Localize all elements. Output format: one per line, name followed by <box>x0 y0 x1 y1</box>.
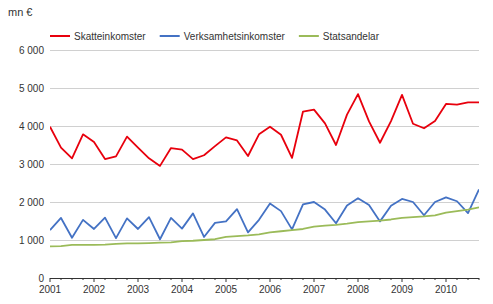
y-tick-label: 2 000 <box>19 197 44 208</box>
x-minor-tick <box>127 278 128 280</box>
x-tick <box>358 278 359 282</box>
x-tick <box>94 278 95 282</box>
x-minor-tick <box>72 278 73 280</box>
series-line <box>50 207 479 246</box>
x-tick-label: 2006 <box>259 284 282 295</box>
x-minor-tick <box>237 278 238 280</box>
grid-line <box>50 240 479 241</box>
x-minor-tick <box>424 278 425 280</box>
x-axis-line <box>50 278 479 279</box>
x-tick-label: 2007 <box>303 284 326 295</box>
x-tick-label: 2001 <box>39 284 62 295</box>
x-axis: 2001 2002 2003 2004 2005 2006 2007 2008 2009 2010 <box>39 278 479 295</box>
x-tick-label: 2010 <box>435 284 458 295</box>
grid-line <box>50 50 479 51</box>
legend-label: Verksamhetsinkomster <box>184 31 286 42</box>
x-tick <box>314 278 315 282</box>
x-minor-tick <box>281 278 282 280</box>
x-minor-tick <box>61 278 62 280</box>
x-tick-label: 2004 <box>171 284 194 295</box>
x-minor-tick <box>259 278 260 280</box>
y-tick-label: 1 000 <box>19 235 44 246</box>
grid-line <box>50 88 479 89</box>
x-tick-label: 2003 <box>127 284 150 295</box>
x-minor-tick <box>83 278 84 280</box>
legend-item: Statsandelar <box>299 31 380 42</box>
legend-swatch <box>50 35 70 37</box>
x-minor-tick <box>171 278 172 280</box>
legend-swatch <box>160 35 180 37</box>
x-minor-tick <box>413 278 414 280</box>
x-minor-tick <box>325 278 326 280</box>
grid-line <box>50 126 479 127</box>
grid-line <box>50 164 479 165</box>
legend-label: Skatteinkomster <box>74 31 146 42</box>
x-tick <box>138 278 139 282</box>
x-minor-tick <box>215 278 216 280</box>
x-tick-label: 2008 <box>347 284 370 295</box>
legend-label: Statsandelar <box>323 31 380 42</box>
x-minor-tick <box>468 278 469 280</box>
x-minor-tick <box>380 278 381 280</box>
y-tick-label: 0 <box>38 273 44 284</box>
x-minor-tick <box>303 278 304 280</box>
y-tick-label: 4 000 <box>19 121 44 132</box>
x-minor-tick <box>347 278 348 280</box>
x-tick-label: 2009 <box>391 284 414 295</box>
grid <box>50 50 479 278</box>
x-minor-tick <box>435 278 436 280</box>
grid-line <box>50 202 479 203</box>
legend-item: Verksamhetsinkomster <box>160 31 286 42</box>
x-tick <box>226 278 227 282</box>
legend-swatch <box>299 35 319 37</box>
x-minor-tick <box>160 278 161 280</box>
x-tick <box>50 278 51 282</box>
x-tick-label: 2005 <box>215 284 238 295</box>
x-minor-tick <box>336 278 337 280</box>
x-tick <box>182 278 183 282</box>
y-tick-label: 6 000 <box>19 45 44 56</box>
x-minor-tick <box>116 278 117 280</box>
y-axis-label: mn € <box>8 6 32 18</box>
x-tick <box>270 278 271 282</box>
y-tick-label: 3 000 <box>19 159 44 170</box>
grid-line <box>50 278 479 279</box>
x-tick <box>402 278 403 282</box>
x-minor-tick <box>292 278 293 280</box>
x-tick-label: 2002 <box>83 284 106 295</box>
chart: 01 0002 0003 0004 0005 0006 000200120022… <box>0 0 493 304</box>
x-minor-tick <box>369 278 370 280</box>
x-minor-tick <box>204 278 205 280</box>
y-axis: 0 1 000 2 000 3 000 4 000 5 000 6 000 <box>19 45 44 284</box>
lines <box>50 94 479 246</box>
y-tick-label: 5 000 <box>19 83 44 94</box>
x-minor-tick <box>193 278 194 280</box>
series-line <box>50 94 479 166</box>
x-minor-tick <box>457 278 458 280</box>
x-tick <box>446 278 447 282</box>
x-minor-tick <box>391 278 392 280</box>
legend: Skatteinkomster Verksamhetsinkomster Stats… <box>50 31 380 42</box>
series-line <box>50 189 479 239</box>
x-minor-tick <box>105 278 106 280</box>
legend-item: Skatteinkomster <box>50 31 146 42</box>
x-minor-tick <box>248 278 249 280</box>
x-minor-tick <box>479 278 480 280</box>
x-minor-tick <box>149 278 150 280</box>
